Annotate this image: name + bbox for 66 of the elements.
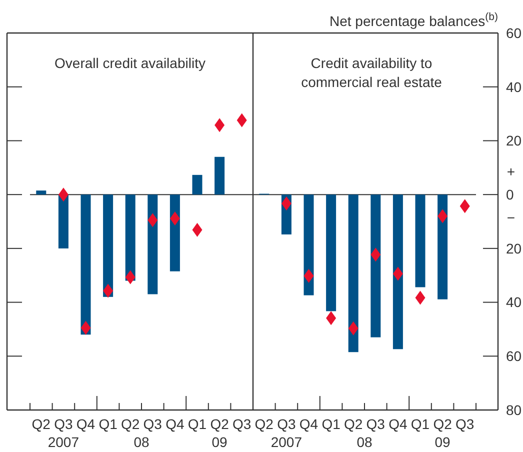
point xyxy=(460,199,470,214)
y-tick-label: 0 xyxy=(506,186,514,202)
bar xyxy=(192,174,202,195)
x-tick-label: Q3 xyxy=(54,416,73,432)
point xyxy=(148,213,158,228)
point xyxy=(304,268,314,283)
point xyxy=(58,188,68,202)
text: 2007 xyxy=(48,434,80,450)
point xyxy=(415,290,426,305)
point xyxy=(214,118,225,132)
bar xyxy=(58,194,68,248)
y-tick-label: 40 xyxy=(506,78,522,95)
x-tick-label: Q4 xyxy=(388,416,408,432)
x-tick-label: Q2 xyxy=(121,416,140,432)
bar xyxy=(170,194,180,272)
x-tick-label: Q3 xyxy=(456,416,474,432)
point xyxy=(192,222,202,237)
point xyxy=(236,113,247,128)
y-tick-label: 20 xyxy=(506,240,522,256)
text: 08 xyxy=(356,434,372,450)
bar xyxy=(103,194,114,297)
point xyxy=(125,270,136,284)
x-tick-label: Q4 xyxy=(76,416,96,432)
x-tick-label: Q3 xyxy=(143,416,162,432)
x-tick-label: Q2 xyxy=(344,416,363,432)
point xyxy=(348,321,358,336)
x-tick-label: Q1 xyxy=(98,416,118,432)
y-tick-label: 20 xyxy=(506,132,522,149)
bar xyxy=(36,190,46,195)
point xyxy=(326,311,336,326)
bar xyxy=(148,194,158,294)
text: 08 xyxy=(134,434,150,450)
point xyxy=(103,284,114,298)
y-tick-label: 60 xyxy=(506,348,522,364)
bar xyxy=(80,194,91,335)
point xyxy=(438,209,448,224)
x-tick-label: Q4 xyxy=(299,416,318,432)
y-tick-label: 40 xyxy=(506,294,522,310)
point xyxy=(281,196,292,210)
text: Credit availability to commercial real estate xyxy=(301,55,442,90)
point xyxy=(170,212,180,226)
x-tick-label: Q4 xyxy=(166,416,184,432)
point xyxy=(392,266,403,281)
text: 09 xyxy=(434,434,451,450)
y-tick-label: 80 xyxy=(506,402,522,418)
point xyxy=(80,320,91,335)
text: − xyxy=(506,209,516,226)
x-tick-label: Q3 xyxy=(277,416,296,432)
bar xyxy=(125,194,136,281)
bar xyxy=(214,156,225,195)
x-tick-label: Q2 xyxy=(433,416,452,432)
x-tick-label: Q3 xyxy=(366,416,386,432)
x-tick-label: Q1 xyxy=(410,416,430,432)
point xyxy=(370,248,381,262)
text: 2007 xyxy=(270,434,302,450)
x-tick-label: Q1 xyxy=(322,416,341,432)
y-axis-title: Net percentage balances$^{(b)}$ xyxy=(329,11,498,29)
x-tick-label: Q2 xyxy=(254,416,274,432)
text: 09 xyxy=(212,434,228,450)
text: Overall credit availability xyxy=(54,55,206,71)
x-tick-label: Q1 xyxy=(188,416,207,432)
x-tick-label: Q3 xyxy=(232,416,252,432)
x-tick-label: Q2 xyxy=(32,416,51,432)
text: + xyxy=(506,164,516,180)
y-tick-label: 60 xyxy=(506,24,522,41)
x-tick-label: Q2 xyxy=(210,416,230,432)
